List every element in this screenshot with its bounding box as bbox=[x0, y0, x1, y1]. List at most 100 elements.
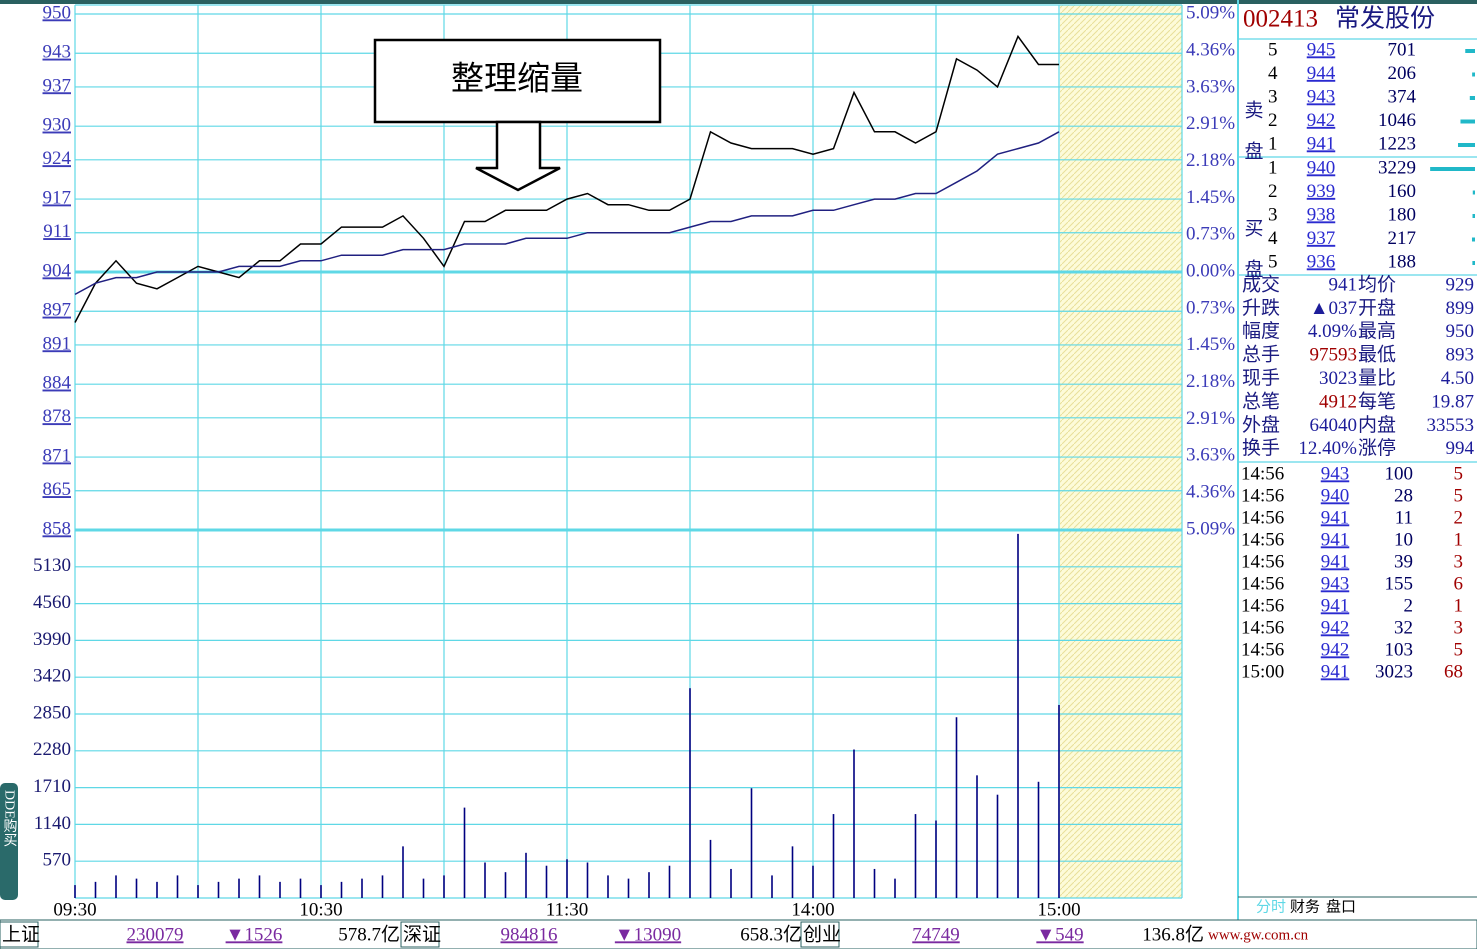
buy-label: 买盘 bbox=[1242, 218, 1264, 300]
trade-price: 942 bbox=[1321, 639, 1350, 660]
market-box bbox=[400, 921, 440, 948]
y-tick-label: 917 bbox=[43, 187, 72, 208]
volume-bar bbox=[402, 846, 404, 898]
volume-bar bbox=[422, 878, 425, 898]
trade-count: 1 bbox=[1454, 595, 1464, 616]
side-tab-label: DDE购买 bbox=[2, 790, 18, 847]
y-tick-label: 1140 bbox=[34, 813, 71, 834]
stat-label: 升跌 bbox=[1242, 297, 1280, 319]
trade-count: 2 bbox=[1454, 507, 1464, 528]
volume-bar bbox=[156, 881, 158, 898]
trade-price: 941 bbox=[1321, 529, 1350, 550]
volume-bar bbox=[115, 875, 117, 898]
y-tick-label: 5130 bbox=[33, 555, 71, 576]
volume-bar bbox=[176, 875, 179, 898]
trade-count: 1 bbox=[1454, 529, 1464, 550]
status-bg bbox=[0, 919, 1477, 949]
volume-bar bbox=[873, 868, 876, 898]
book-volume: 180 bbox=[1388, 204, 1417, 225]
sell-label: 卖盘 bbox=[1242, 100, 1264, 182]
market-value: 578.7亿 bbox=[338, 923, 400, 945]
stat-value: 4.50 bbox=[1441, 368, 1474, 389]
y-tick-label: 897 bbox=[43, 300, 72, 321]
y-tick-label: 3420 bbox=[33, 666, 71, 687]
stat-label: 最低 bbox=[1358, 344, 1396, 366]
book-price: 940 bbox=[1307, 157, 1336, 178]
stat-value: 12.40% bbox=[1298, 438, 1357, 459]
y2-tick-label: 2.18% bbox=[1186, 150, 1235, 171]
trade-volume: 2 bbox=[1404, 595, 1414, 616]
volume-bar bbox=[812, 865, 814, 898]
volume-bar bbox=[955, 717, 958, 898]
tab[interactable]: 盘口 bbox=[1326, 897, 1356, 915]
y-tick-label: 950 bbox=[43, 2, 72, 23]
book-level: 3 bbox=[1268, 204, 1278, 225]
market-box bbox=[0, 921, 39, 948]
book-price: 936 bbox=[1307, 251, 1336, 272]
y-tick-label: 911 bbox=[43, 221, 71, 242]
market-value: 74749 bbox=[912, 924, 960, 945]
book-price: 937 bbox=[1307, 228, 1336, 249]
volume-bar bbox=[238, 878, 240, 898]
y-tick-label: 943 bbox=[43, 42, 72, 63]
y2-tick-label: 0.00% bbox=[1186, 260, 1235, 281]
volume-bar bbox=[504, 872, 507, 898]
trade-time: 14:56 bbox=[1241, 639, 1284, 660]
book-level: 2 bbox=[1268, 181, 1278, 202]
y2-tick-label: 1.45% bbox=[1186, 334, 1235, 355]
price-line bbox=[74, 34, 1059, 323]
volume-bar bbox=[463, 807, 466, 898]
stat-value: 64040 bbox=[1310, 415, 1358, 436]
volume-bar bbox=[361, 878, 363, 898]
market-value: www.gw.com.cn bbox=[1208, 927, 1309, 943]
book-volume: 374 bbox=[1388, 86, 1417, 107]
volume-bar bbox=[709, 839, 712, 898]
book-volume: 701 bbox=[1388, 39, 1417, 60]
volume-bar bbox=[258, 875, 261, 898]
y-tick-label: 904 bbox=[43, 260, 72, 281]
stat-label: 涨停 bbox=[1358, 437, 1396, 459]
plot bbox=[74, 34, 1060, 898]
trade-time: 14:56 bbox=[1241, 617, 1284, 638]
stat-label: 最高 bbox=[1358, 320, 1396, 342]
volume-bar bbox=[320, 885, 322, 898]
trade-time: 14:56 bbox=[1241, 485, 1284, 506]
tab[interactable]: 分时 bbox=[1256, 898, 1286, 915]
after-hours-zone bbox=[1060, 5, 1182, 898]
trade-volume: 11 bbox=[1395, 507, 1413, 528]
trade-time: 14:56 bbox=[1241, 529, 1284, 550]
trade-price: 940 bbox=[1321, 485, 1350, 506]
trade-volume: 10 bbox=[1394, 529, 1413, 550]
volume-bar bbox=[74, 885, 76, 898]
tab[interactable]: 财务 bbox=[1290, 898, 1320, 915]
volume-bar bbox=[771, 875, 773, 898]
stat-label: 内盘 bbox=[1358, 414, 1396, 436]
book-price: 942 bbox=[1307, 110, 1336, 131]
x-tick-label: 15:00 bbox=[1037, 899, 1080, 920]
market-value: 984816 bbox=[501, 924, 558, 945]
stat-value: 4.09% bbox=[1308, 321, 1357, 342]
trade-count: 3 bbox=[1454, 617, 1464, 638]
volume-bar bbox=[853, 749, 855, 898]
book-price: 943 bbox=[1307, 86, 1336, 107]
volume-bar bbox=[545, 865, 548, 898]
trade-count: 5 bbox=[1454, 639, 1464, 660]
trade-count: 6 bbox=[1454, 573, 1464, 594]
book-price: 944 bbox=[1307, 63, 1336, 84]
y2-tick-label: 4.36% bbox=[1186, 481, 1235, 502]
stat-label: 换手 bbox=[1242, 437, 1280, 459]
market-value: ▼1526 bbox=[226, 924, 283, 945]
annotation-text: 整理缩量 bbox=[451, 61, 583, 98]
market-box bbox=[800, 921, 840, 948]
price-line bbox=[74, 131, 1060, 296]
trade-count: 5 bbox=[1454, 485, 1464, 506]
volume-bar bbox=[914, 814, 917, 898]
book-level: 5 bbox=[1268, 39, 1278, 60]
volume-bar bbox=[586, 862, 589, 898]
y2-tick-label: 3.63% bbox=[1186, 76, 1235, 97]
trade-volume: 3023 bbox=[1375, 661, 1413, 682]
volume-bar bbox=[1058, 704, 1060, 898]
market-value: 658.3亿 bbox=[740, 923, 802, 945]
trade-volume: 39 bbox=[1394, 551, 1413, 572]
